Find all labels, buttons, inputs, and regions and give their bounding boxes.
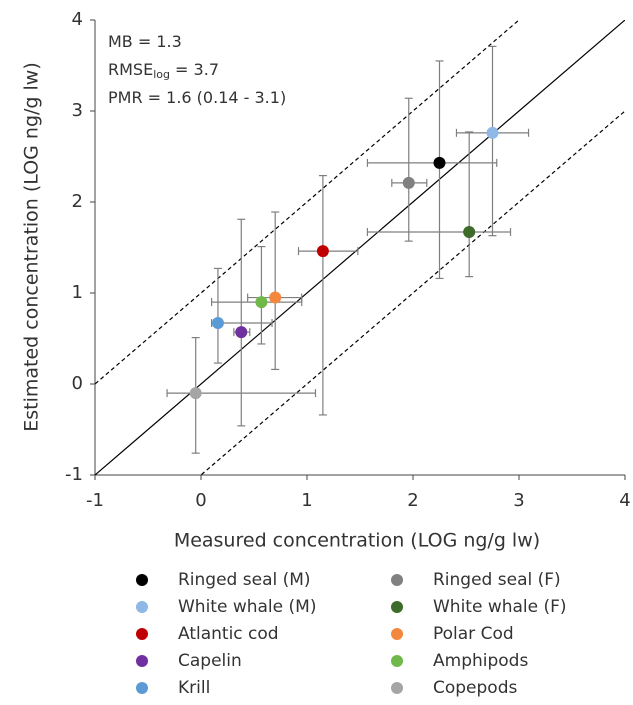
reference-line	[95, 20, 520, 385]
annotation: MB = 1.3	[108, 32, 182, 51]
legend-label: Capelin	[178, 651, 242, 671]
legend-label: Ringed seal (F)	[433, 570, 561, 590]
legend-marker	[136, 682, 148, 694]
legend-label: Krill	[178, 678, 210, 698]
legend-marker	[391, 601, 403, 613]
legend-label: Ringed seal (M)	[178, 570, 311, 590]
annotation-rest: = 3.7	[170, 60, 219, 79]
x-tick-label: 2	[407, 490, 418, 511]
x-tick-label: 1	[301, 490, 312, 511]
annotation: PMR = 1.6 (0.14 - 3.1)	[108, 88, 286, 107]
point	[486, 126, 499, 139]
y-tick-label: -1	[65, 464, 83, 485]
annotation-text: MB = 1.3	[108, 32, 182, 51]
error-bars	[455, 45, 530, 237]
legend-marker	[391, 628, 403, 640]
y-tick-label: 1	[72, 282, 83, 303]
legend-label: Amphipods	[433, 651, 528, 671]
error-bars	[247, 211, 303, 371]
point	[402, 176, 415, 189]
legend-label: White whale (F)	[433, 597, 567, 617]
x-tick-label: 0	[195, 490, 206, 511]
x-tick-label: 4	[619, 490, 630, 511]
point	[269, 291, 282, 304]
error-bars	[211, 245, 303, 345]
legend-label: Copepods	[433, 678, 518, 698]
legend-label: Polar Cod	[433, 624, 514, 644]
point	[189, 387, 202, 400]
point	[235, 326, 248, 339]
x-tick-label: 3	[513, 490, 524, 511]
x-axis-label: Measured concentration (LOG ng/g lw)	[174, 530, 540, 552]
x-tick-label: -1	[86, 490, 104, 511]
annotation: RMSElog = 3.7	[108, 60, 219, 82]
y-axis-label: Estimated concentration (LOG ng/g lw)	[21, 62, 43, 432]
legend-marker	[136, 601, 148, 613]
legend-marker	[136, 628, 148, 640]
legend-label: Atlantic cod	[178, 624, 279, 644]
y-tick-label: 3	[72, 100, 83, 121]
point	[211, 317, 224, 330]
y-tick-label: 4	[72, 9, 83, 30]
y-tick-label: 2	[72, 191, 83, 212]
legend-marker	[391, 574, 403, 586]
point	[316, 245, 329, 258]
legend-marker	[136, 574, 148, 586]
legend-marker	[136, 655, 148, 667]
point	[255, 296, 268, 309]
reference-line	[95, 20, 625, 475]
y-tick-label: 0	[72, 373, 83, 394]
point	[463, 226, 476, 239]
error-bars	[391, 97, 428, 242]
annotation-sub: log	[153, 68, 170, 81]
annotation-text: PMR = 1.6 (0.14 - 3.1)	[108, 88, 286, 107]
legend-marker	[391, 682, 403, 694]
annotation-text: RMSE	[108, 60, 153, 79]
error-bars	[366, 131, 512, 278]
error-bars	[297, 175, 359, 416]
error-bars	[366, 60, 498, 280]
legend-label: White whale (M)	[178, 597, 316, 617]
reference-line	[200, 110, 625, 475]
point	[433, 156, 446, 169]
legend-marker	[391, 655, 403, 667]
